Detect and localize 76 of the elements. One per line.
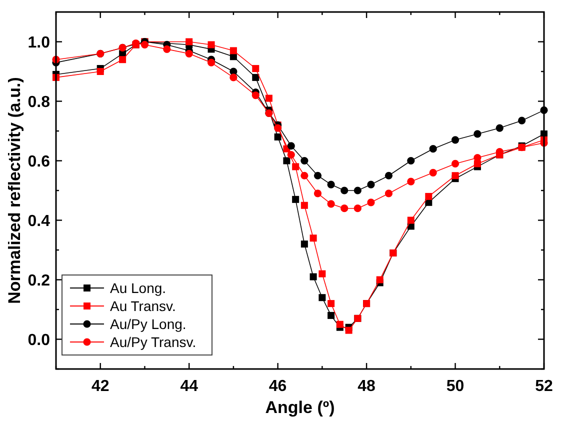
x-tick-label: 48 <box>358 378 376 395</box>
point <box>425 192 432 200</box>
point <box>354 204 362 212</box>
point <box>274 133 282 140</box>
point <box>230 74 238 82</box>
point <box>314 190 322 198</box>
point <box>292 196 300 203</box>
point <box>96 68 104 75</box>
y-tick-label: 0.0 <box>28 332 50 349</box>
point <box>474 130 482 138</box>
point <box>292 163 300 170</box>
point <box>451 160 460 168</box>
point <box>340 186 348 194</box>
x-tick-label: 44 <box>180 378 198 395</box>
point <box>496 124 504 132</box>
point <box>354 186 362 194</box>
point <box>265 94 272 102</box>
point <box>310 234 317 242</box>
point <box>429 145 437 153</box>
y-tick-label: 0.2 <box>28 272 50 290</box>
point <box>384 172 393 180</box>
point <box>452 172 459 180</box>
point <box>252 74 260 81</box>
x-tick-label: 52 <box>535 378 553 395</box>
point <box>345 326 352 334</box>
point <box>384 190 393 198</box>
x-axis-title: Angle (º) <box>265 398 335 417</box>
point <box>314 172 322 180</box>
x-tick-label: 50 <box>446 378 464 395</box>
point <box>336 320 344 328</box>
legend-label: Au Transv. <box>110 298 176 314</box>
x-tick-label: 46 <box>268 378 287 395</box>
point <box>518 116 526 124</box>
point <box>300 172 308 180</box>
point <box>376 276 384 284</box>
point <box>310 273 317 280</box>
point <box>140 40 149 49</box>
point <box>407 178 415 186</box>
point <box>186 38 193 46</box>
point <box>451 136 460 144</box>
point <box>230 47 237 54</box>
point <box>287 142 295 150</box>
point <box>207 58 216 66</box>
point <box>407 156 415 165</box>
legend-label: Au/Py Long. <box>110 316 186 332</box>
point <box>185 50 193 58</box>
y-tick-label: 0.6 <box>28 153 50 170</box>
point <box>300 240 308 248</box>
point <box>328 312 335 319</box>
y-tick-label: 0.8 <box>28 94 50 111</box>
point <box>287 151 295 159</box>
point <box>328 300 335 308</box>
point <box>367 198 375 206</box>
point <box>327 200 335 208</box>
point <box>318 294 326 302</box>
point <box>119 56 126 64</box>
point <box>208 41 215 48</box>
point <box>318 270 326 278</box>
point <box>283 157 290 164</box>
point <box>252 65 260 72</box>
legend-label: Au/Py Transv. <box>110 334 196 350</box>
legend-label: Au Long. <box>110 280 166 296</box>
point <box>300 202 308 209</box>
point <box>340 204 348 212</box>
y-tick-label: 0.4 <box>28 212 50 230</box>
point <box>429 168 437 176</box>
point <box>274 124 282 132</box>
y-tick-label: 1.0 <box>28 34 50 52</box>
point <box>327 180 335 188</box>
x-tick-label: 42 <box>91 378 110 395</box>
y-axis-title: Normalized reflectivity (a.u.) <box>5 77 24 304</box>
point <box>367 180 375 188</box>
point <box>407 216 414 224</box>
point <box>163 45 171 53</box>
point <box>300 156 308 165</box>
point <box>252 92 260 100</box>
